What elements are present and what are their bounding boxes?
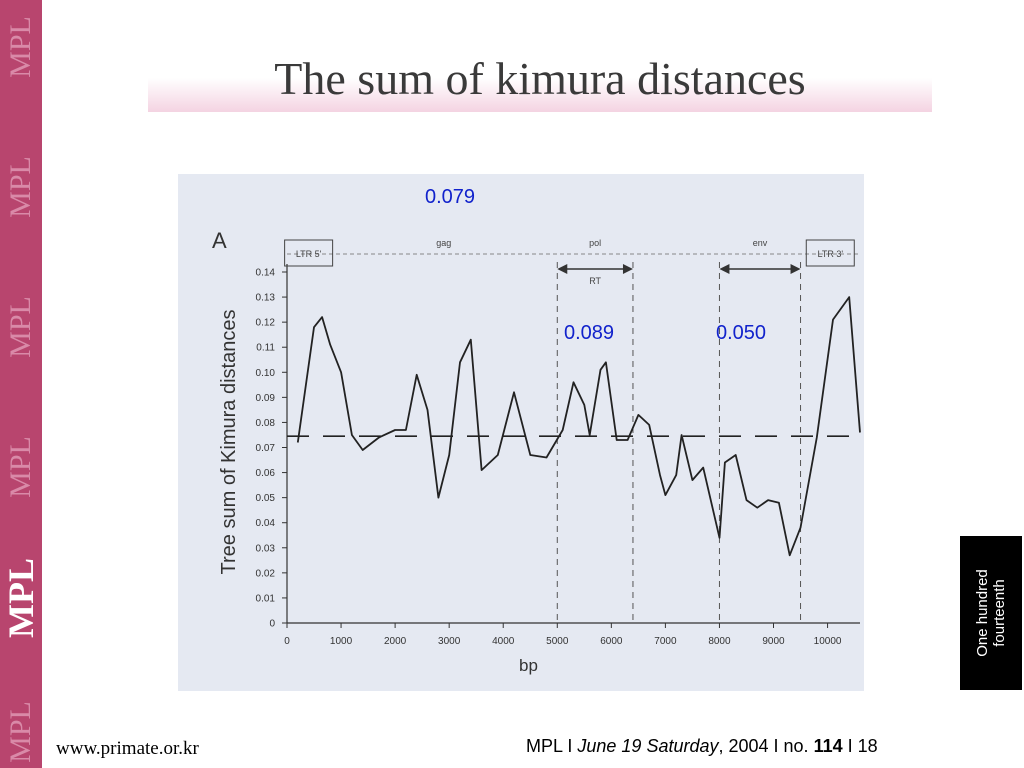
footer-year: , 2004 I no. xyxy=(718,736,814,756)
x-tick-label: 5000 xyxy=(546,636,569,647)
x-tick-label: 0 xyxy=(284,636,290,647)
y-tick-label: 0.04 xyxy=(256,518,276,529)
rt-arrow-head xyxy=(557,264,568,274)
mpl-watermark: MPL xyxy=(4,701,37,763)
kimura-distance-chart: 0 0.01 0.02 0.03 0.04 0.05 0.06 0.07 0.08 0.09 0.1… xyxy=(212,228,861,675)
x-tick-label: 6000 xyxy=(600,636,623,647)
annotation-env: 0.050 xyxy=(716,322,767,344)
x-tick-label: 2000 xyxy=(384,636,407,647)
x-tick-label: 7000 xyxy=(654,636,677,647)
x-tick-label: 9000 xyxy=(762,636,785,647)
mpl-watermark: MPL xyxy=(4,296,37,358)
footer-url[interactable]: www.primate.or.kr xyxy=(56,738,199,759)
kimura-distance-line xyxy=(296,296,861,557)
x-tick-label: 8000 xyxy=(708,636,731,647)
env-arrow-head xyxy=(719,264,730,274)
y-axis-label: Tree sum of Kimura distances xyxy=(218,310,240,575)
region-label: LTR 5' xyxy=(296,249,322,259)
y-tick-label: 0.03 xyxy=(256,543,276,554)
mpl-side-band: MPL MPL MPL MPL MPL MPL xyxy=(0,0,42,768)
annotation-overall: 0.079 xyxy=(425,186,476,208)
y-tick-label: 0.02 xyxy=(256,568,276,579)
mpl-watermark-column: MPL MPL MPL MPL MPL xyxy=(0,0,42,768)
rt-arrow-head xyxy=(622,264,633,274)
footer-day: Saturday xyxy=(646,736,719,756)
region-box xyxy=(284,239,334,267)
y-tick-label: 0.05 xyxy=(256,493,276,504)
y-tick-label: 0.10 xyxy=(256,368,276,379)
y-tick-label: 0.11 xyxy=(256,343,275,354)
x-tick-label: 3000 xyxy=(438,636,461,647)
mpl-watermark: MPL xyxy=(4,156,37,218)
x-axis-label: bp xyxy=(519,656,538,675)
mpl-logo-text: MPL xyxy=(1,558,41,638)
panel-label: A xyxy=(212,228,227,253)
footer-info: MPL I June 19 Saturday, 2004 I no. 114 I… xyxy=(526,736,878,757)
env-arrow-head xyxy=(790,264,801,274)
title-bar xyxy=(148,50,932,112)
y-tick-label: 0.08 xyxy=(256,418,276,429)
mpl-watermark: MPL xyxy=(4,436,37,498)
page-title: The sum of kimura distances xyxy=(274,53,806,104)
region-label: pol xyxy=(589,238,601,248)
region-label: env xyxy=(753,238,768,248)
mpl-watermark: MPL xyxy=(4,16,37,78)
x-tick-label: 10000 xyxy=(814,636,842,647)
y-tick-label: 0.06 xyxy=(256,468,276,479)
region-box xyxy=(805,239,855,267)
x-tick-label: 4000 xyxy=(492,636,515,647)
y-tick-label: 0 xyxy=(269,619,275,630)
annotation-rt: 0.089 xyxy=(564,322,615,344)
side-label-box: One hundred fourteenth xyxy=(960,536,1022,690)
rt-label: RT xyxy=(589,276,601,286)
footer-date: June 19 xyxy=(577,736,642,756)
y-tick-label: 0.09 xyxy=(256,393,276,404)
footer-page: 18 xyxy=(857,736,878,756)
footer-separator: I xyxy=(842,736,858,756)
region-label: gag xyxy=(436,238,451,248)
footer-separator: I xyxy=(562,736,578,756)
figure-panel xyxy=(178,174,864,691)
region-label: LTR 3' xyxy=(817,249,843,259)
y-tick-label: 0.01 xyxy=(256,593,276,604)
y-tick-label: 0.14 xyxy=(256,268,276,279)
y-tick-label: 0.13 xyxy=(256,293,276,304)
x-tick-label: 1000 xyxy=(330,636,353,647)
side-label: One hundred fourteenth xyxy=(974,569,1008,657)
footer-issue: 114 xyxy=(813,736,843,756)
y-tick-label: 0.07 xyxy=(256,443,276,454)
footer-mpl: MPL xyxy=(526,736,563,756)
y-tick-label: 0.12 xyxy=(256,318,276,329)
